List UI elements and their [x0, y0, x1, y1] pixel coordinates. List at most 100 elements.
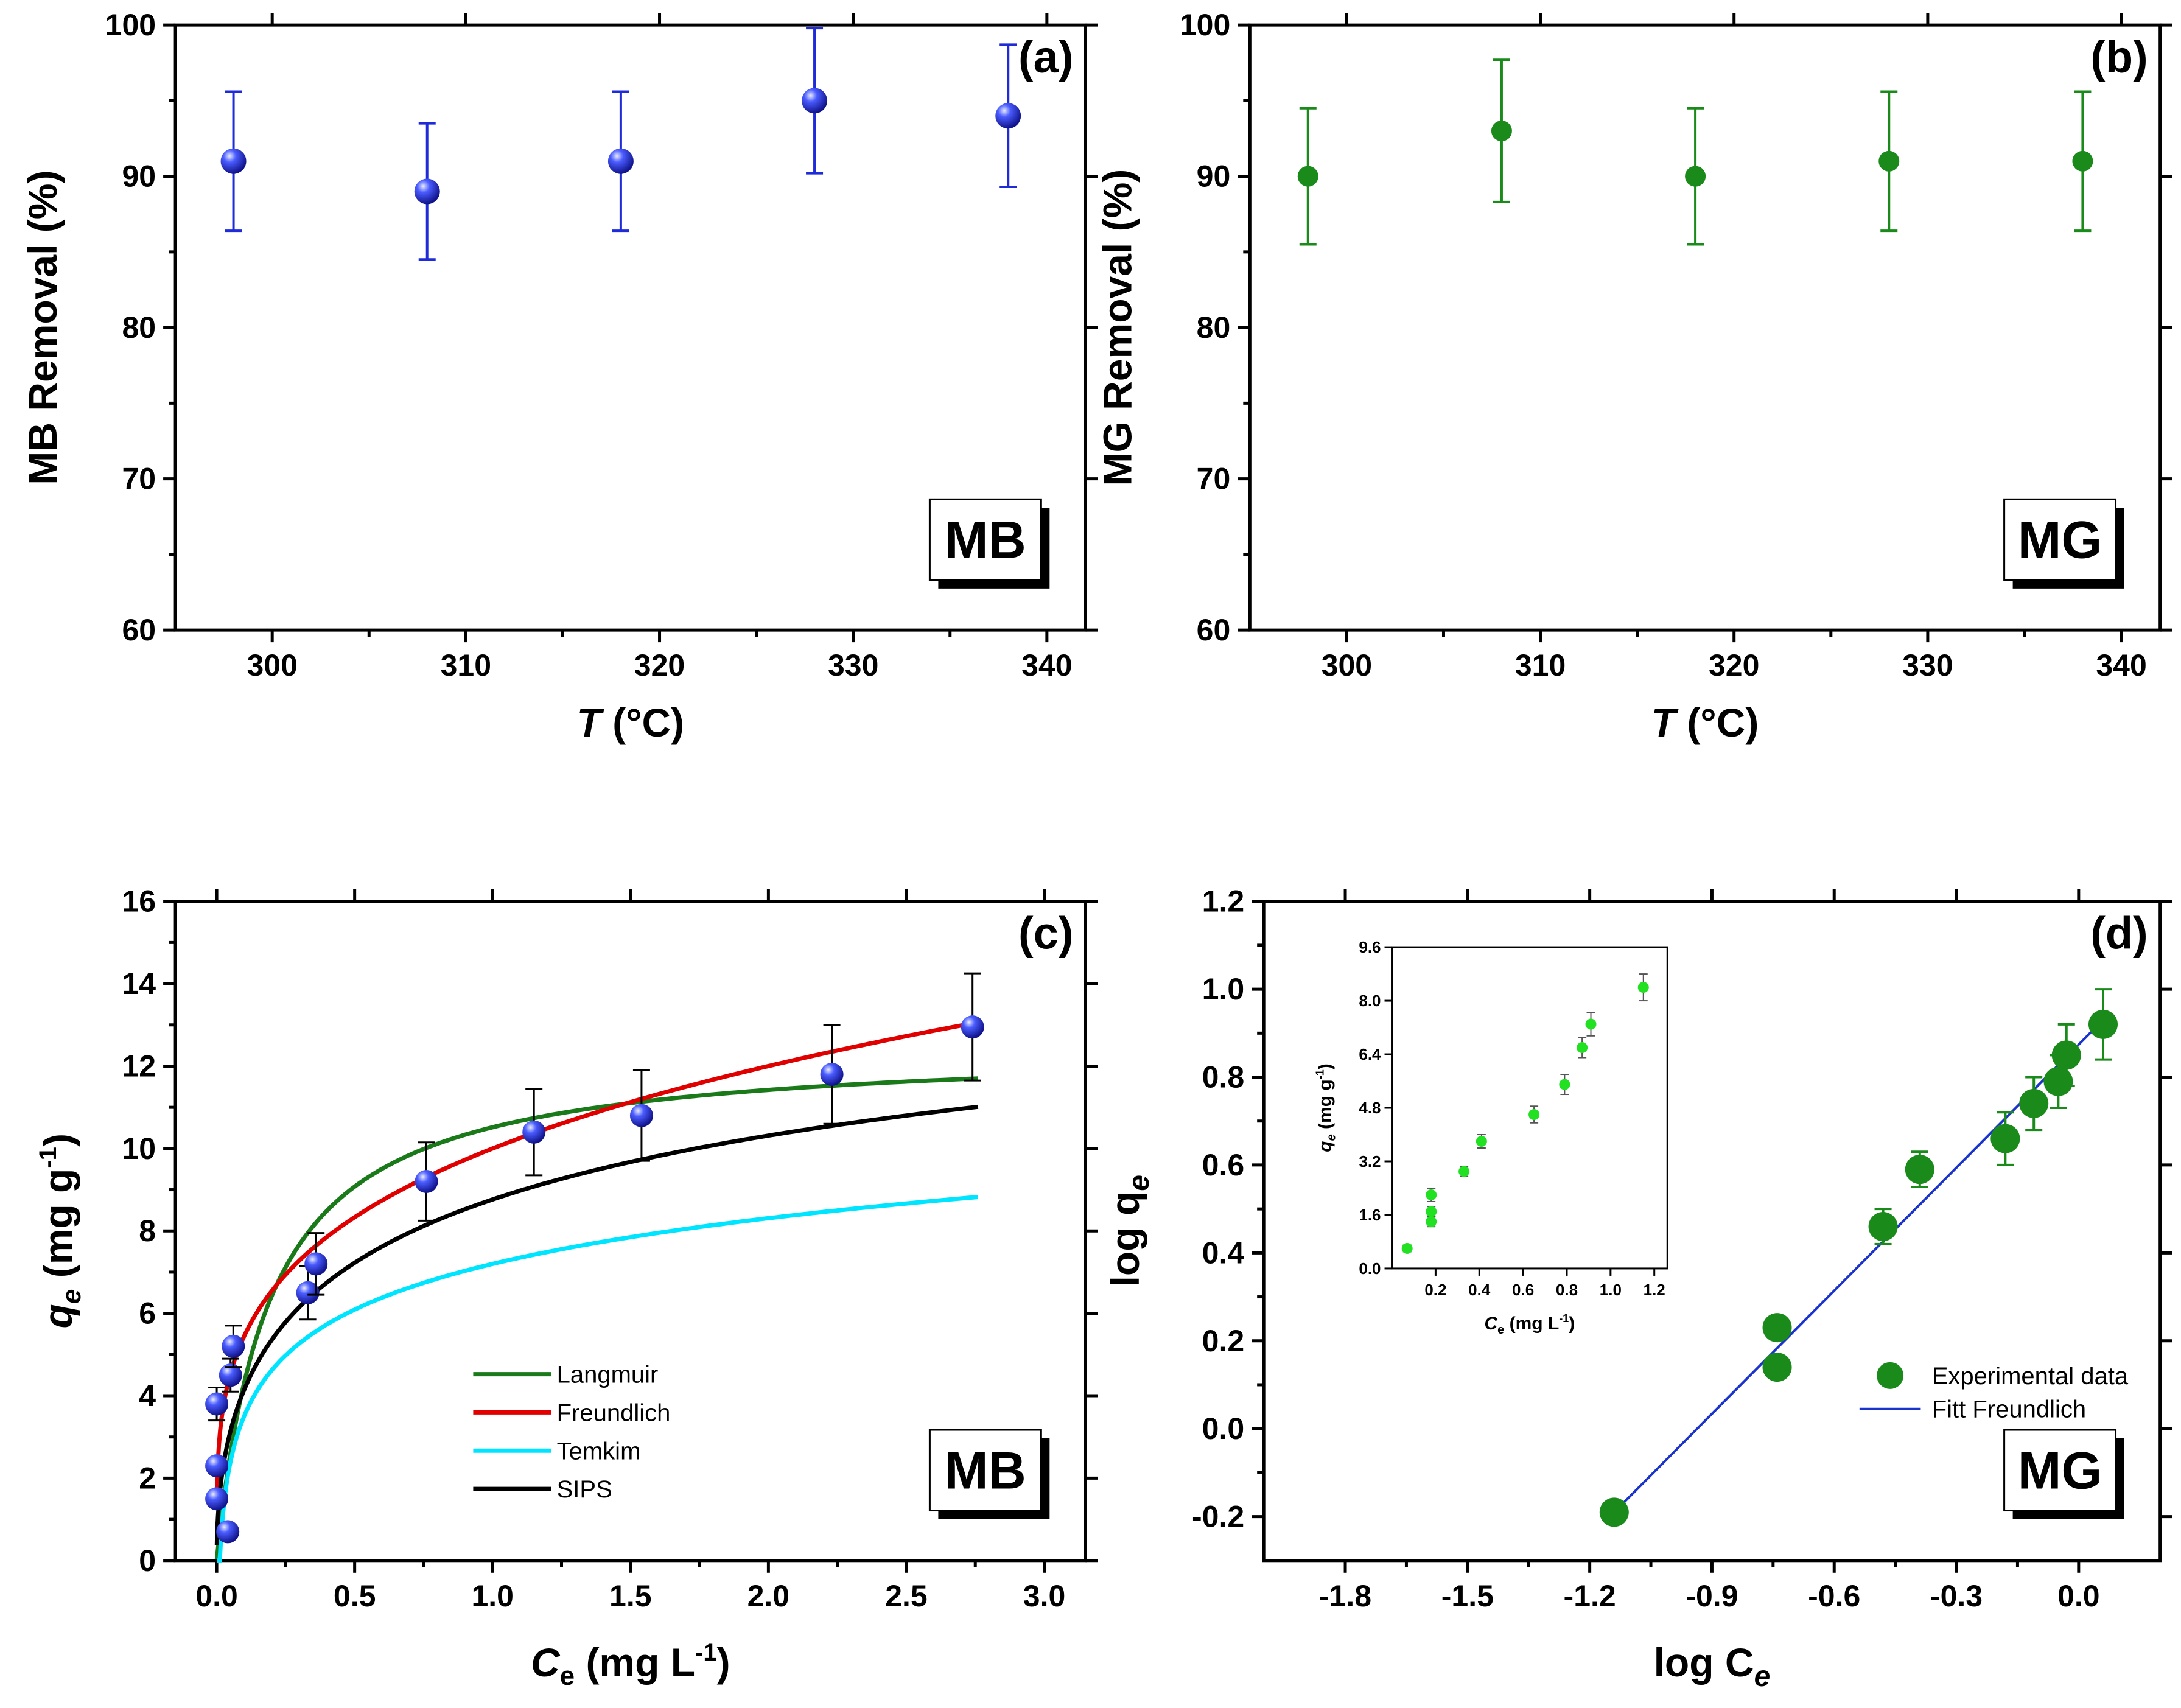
inset-x-tick-label: 0.2 — [1424, 1281, 1446, 1299]
x-tick-label: 1.0 — [471, 1579, 514, 1613]
y-axis-label-unit: (mg g — [35, 1169, 80, 1289]
data-point — [219, 1363, 242, 1387]
inset-y-tick-label: 1.6 — [1359, 1206, 1381, 1224]
inset-x-tick-label: 0.4 — [1468, 1281, 1491, 1299]
x-tick-label: 330 — [1902, 648, 1953, 682]
x-axis-label: Ce (mg L-1) — [531, 1639, 730, 1691]
y-axis-label: log qe — [1102, 1175, 1155, 1287]
x-axis-label-sub: e — [1754, 1661, 1771, 1693]
data-point — [607, 148, 634, 174]
x-tick-label: 0.0 — [2057, 1579, 2100, 1613]
x-tick-label: -1.5 — [1441, 1579, 1494, 1613]
x-axis-label-unit: (°C) — [1676, 700, 1759, 745]
data-point — [205, 1454, 229, 1478]
y-tick-label: 60 — [1197, 613, 1231, 647]
chart-panel-b: 300 310 320 330 340 60 70 80 90 100 (b) MG T (°C) MG … — [1094, 8, 2172, 745]
panel-label: (a) — [1018, 32, 1073, 82]
data-point — [1491, 121, 1512, 142]
tag-label: MG — [2018, 1441, 2102, 1500]
y-axis-label-var: q — [35, 1304, 80, 1328]
y-tick-label: 80 — [122, 310, 156, 345]
inset-x-label-unit: (mg L — [1504, 1314, 1559, 1334]
inset-x-tick-label: 1.0 — [1600, 1281, 1622, 1299]
inset-y-label-sub: e — [1325, 1134, 1339, 1141]
panel-label: (b) — [2090, 32, 2148, 82]
tag-box — [2003, 498, 2117, 581]
y-tick-label: 100 — [1180, 8, 1230, 42]
tag-box — [928, 1429, 1042, 1512]
x-axis-label-var: T — [1651, 700, 1679, 745]
inset-x-tick-label: 0.8 — [1556, 1281, 1578, 1299]
y-tick-label: -0.2 — [1192, 1500, 1244, 1534]
y-tick-label: 0.2 — [1202, 1324, 1245, 1358]
inset-data-point — [1426, 1206, 1437, 1217]
inset-data-point — [1585, 1018, 1597, 1030]
x-tick-label: 300 — [1322, 648, 1372, 682]
panel-label: (d) — [2090, 908, 2148, 959]
x-axis-label-text: log C — [1654, 1640, 1754, 1685]
inset-y-tick-label: 3.2 — [1359, 1152, 1381, 1171]
x-tick-label: 2.0 — [747, 1579, 790, 1613]
y-tick-label: 100 — [105, 8, 156, 42]
x-tick-label: 320 — [1709, 648, 1759, 682]
inset-y-label-var: q — [1315, 1141, 1336, 1152]
y-tick-label: 90 — [122, 159, 156, 194]
legend-label: Temkim — [557, 1438, 641, 1465]
data-point — [1297, 166, 1318, 187]
chart-panel-d: -1.8 -1.5 -1.2 -0.9 -0.6 -0.3 0.0 -0.2 0.0 0.2 0.4… — [1102, 884, 2172, 1693]
data-point — [1990, 1124, 2020, 1153]
y-tick-label: 2 — [139, 1461, 156, 1495]
fit-line-freundlich — [214, 1020, 979, 1505]
data-point — [995, 103, 1021, 129]
y-axis-label: MB Removal (%) — [20, 170, 65, 485]
inset-x-tick-label: 0.6 — [1512, 1281, 1534, 1299]
chart-panel-c: 0.0 0.5 1.0 1.5 2.0 2.5 3.0 0 2 4 6 8 10 12 14 16 (c) MB C… — [35, 884, 1098, 1691]
inset-y-label-end: ) — [1315, 1063, 1336, 1069]
y-tick-label: 6 — [139, 1297, 156, 1331]
data-point — [2019, 1088, 2049, 1118]
inset-data-point — [1528, 1109, 1540, 1121]
y-tick-label: 0.4 — [1202, 1236, 1245, 1270]
data-point — [216, 1520, 240, 1544]
y-tick-label: 70 — [122, 462, 156, 496]
inset-y-label-sup: -1 — [1314, 1069, 1326, 1079]
inset-x-label-sub: e — [1497, 1323, 1504, 1337]
inset-y-tick-label: 8.0 — [1359, 992, 1381, 1010]
tag-label: MB — [945, 511, 1026, 570]
y-tick-label: 0.6 — [1202, 1148, 1245, 1182]
tag-box — [2003, 1429, 2117, 1512]
x-tick-label: 340 — [1021, 648, 1072, 682]
y-axis-label: qe (mg g-1) — [35, 1133, 86, 1328]
y-tick-label: 8 — [139, 1214, 156, 1248]
legend-label: Fitt Freundlich — [1932, 1396, 2086, 1423]
inset-y-axis-label: qe (mg g-1) — [1314, 1063, 1339, 1152]
data-point — [629, 1104, 653, 1127]
x-tick-label: 310 — [441, 648, 491, 682]
data-point — [2072, 150, 2093, 172]
y-tick-label: 60 — [122, 613, 156, 647]
y-axis-label-sub: e — [1123, 1175, 1155, 1191]
fit-line-langmuir — [214, 1076, 978, 1559]
y-axis-label-text: log q — [1102, 1191, 1147, 1287]
x-tick-label: 320 — [634, 648, 685, 682]
data-point — [802, 88, 828, 114]
data-point — [1762, 1313, 1792, 1343]
inset-x-label-end: ) — [1569, 1314, 1575, 1334]
y-tick-label: 10 — [122, 1132, 156, 1166]
legend-marker — [1877, 1362, 1904, 1389]
x-axis-label-unit: (mg L — [575, 1640, 695, 1685]
x-axis-label-var: T — [576, 700, 604, 745]
inset-y-tick-label: 0.0 — [1359, 1259, 1381, 1278]
inset-y-label-unit: (mg g — [1315, 1079, 1336, 1134]
data-point — [220, 148, 247, 174]
inset-x-label-sup: -1 — [1559, 1312, 1569, 1325]
y-tick-label: 14 — [122, 967, 156, 1001]
x-tick-label: 310 — [1515, 648, 1566, 682]
data-point — [2051, 1040, 2081, 1070]
x-tick-label: 0.0 — [195, 1579, 238, 1613]
chart-panel-a: 300 310 320 330 340 60 70 80 90 100 (a) MB T (°C) MB … — [20, 8, 1098, 745]
inset-chart: 0.2 0.4 0.6 0.8 1.0 1.2 0.0 1.6 3.2 4.8 6.4 8.0 9.6 C… — [1314, 938, 1665, 1337]
data-point — [296, 1281, 320, 1304]
x-axis-label-end: ) — [717, 1640, 730, 1685]
data-point — [1685, 166, 1706, 187]
